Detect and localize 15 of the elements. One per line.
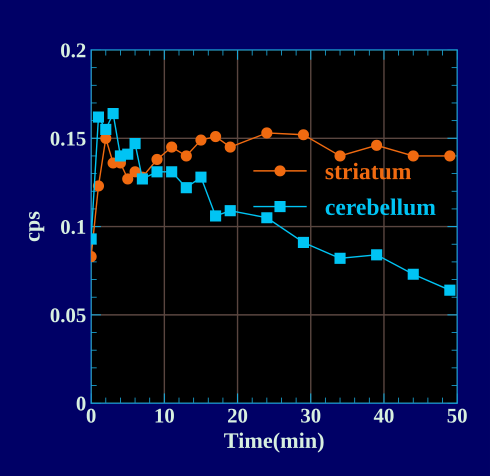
x-tick-label: 0 [86,408,96,423]
y-tick-label: 0 [76,396,86,411]
x-tick-label: 30 [301,408,320,423]
legend-label: cerebellum [326,198,436,216]
legend-label: striatum [326,162,412,180]
x-tick-label: 40 [374,408,394,423]
x-tick-label: 50 [448,408,467,423]
x-tick-label: 10 [156,408,174,423]
y-tick-label: 0.05 [50,308,86,322]
y-axis-title: cps [29,212,44,242]
y-tick-label: 0.15 [50,132,86,146]
y-tick-label: 0.1 [61,220,86,234]
y-tick-label: 0.2 [61,43,86,58]
x-tick-label: 20 [228,408,248,423]
x-axis-title: Time(min) [224,432,324,453]
